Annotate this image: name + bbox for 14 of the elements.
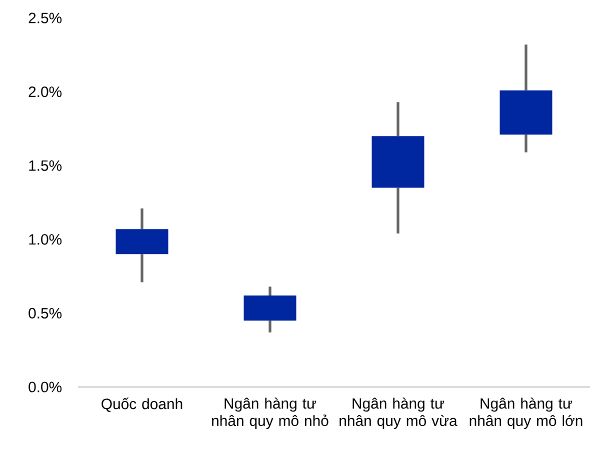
- y-tick-label: 1.5%: [29, 160, 62, 171]
- candlestick: [116, 207, 168, 284]
- y-tick-label: 0.0%: [28, 382, 62, 392]
- candlestick: [244, 285, 296, 334]
- candlestick: [372, 100, 424, 235]
- x-tick-label: Ngân hàng tư nhân quy mô lớn: [470, 398, 582, 430]
- x-tick-label: Ngân hàng tư nhân quy mô nhỏ: [212, 398, 328, 430]
- y-tick-label: 2.5%: [28, 12, 62, 24]
- x-tick-label: Ngân hàng tư nhân quy mô vừa: [340, 398, 458, 430]
- y-tick-label: 2.0%: [28, 86, 62, 98]
- candlestick: [500, 43, 552, 154]
- y-tick-label: 0.5%: [28, 308, 62, 318]
- y-tick-label: 1.0%: [29, 234, 62, 245]
- x-tick-label: Quốc doanh: [102, 398, 182, 412]
